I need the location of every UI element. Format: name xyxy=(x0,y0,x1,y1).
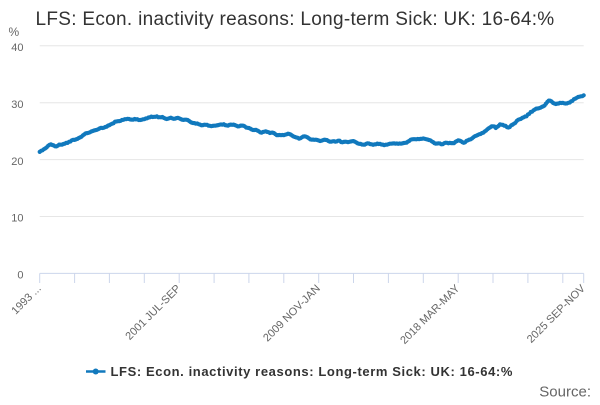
svg-text:LFS: Econ. inactivity reasons:: LFS: Econ. inactivity reasons: Long-term… xyxy=(111,364,514,379)
svg-text:30: 30 xyxy=(11,99,23,111)
svg-text:40: 40 xyxy=(11,42,23,54)
svg-text:LFS: Econ. inactivity reasons:: LFS: Econ. inactivity reasons: Long-term… xyxy=(36,9,555,30)
svg-text:Source:: Source: xyxy=(539,383,591,400)
svg-text:0: 0 xyxy=(17,270,23,282)
svg-text:%: % xyxy=(9,25,20,39)
svg-text:10: 10 xyxy=(11,213,23,225)
svg-text:20: 20 xyxy=(11,156,23,168)
